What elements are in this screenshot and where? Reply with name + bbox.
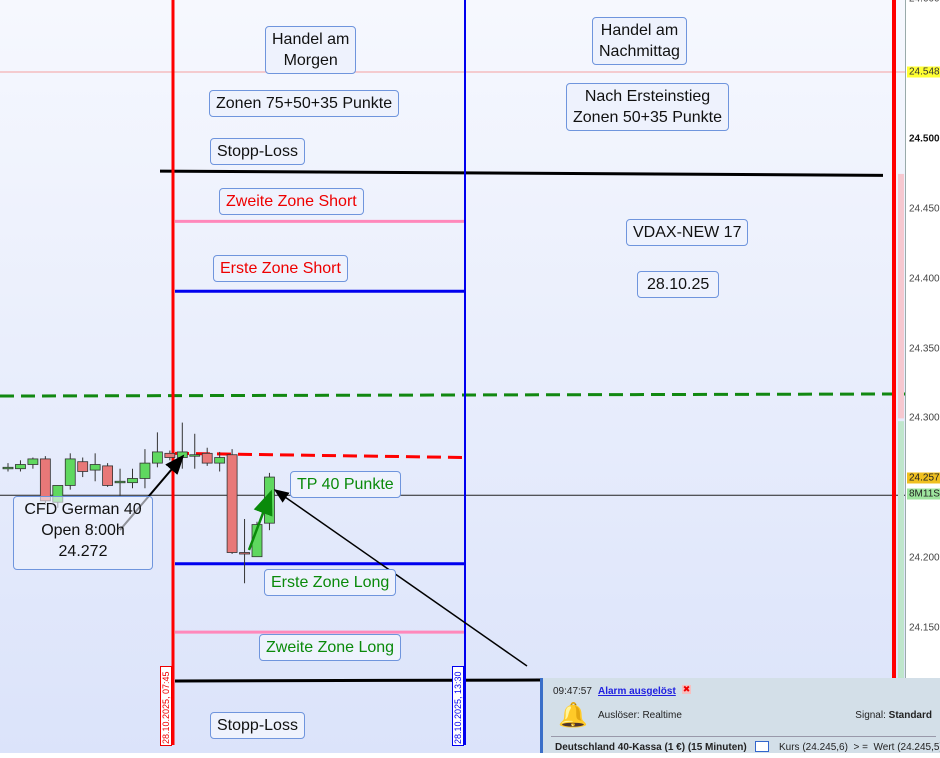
band-long (898, 421, 904, 680)
arrow-long-move (247, 489, 273, 551)
line-green-dashed (0, 392, 906, 398)
alarm-instrument: Deutschland 40-Kassa (1 €) (15 Minuten) (555, 742, 747, 753)
candle-down (77, 461, 89, 472)
alarm-popup: 09:47:57 Alarm ausgelöst ✖ 🔔 Auslöser: R… (540, 678, 940, 753)
label-open-info[interactable]: CFD German 40 Open 8:00h 24.272 (13, 496, 153, 570)
candle-down (226, 454, 238, 553)
label-date[interactable]: 28.10.25 (637, 271, 720, 298)
current-price-tag: 24.257, (907, 472, 940, 484)
alarm-trigger: Auslöser: Realtime (598, 710, 682, 721)
axis-tick: 24.600 (909, 0, 940, 5)
label-stopp-loss-top[interactable]: Stopp-Loss (210, 138, 305, 165)
candle-up (89, 464, 101, 471)
axis-tick: 24.450 (909, 203, 940, 215)
axis-tick: 24.400 (909, 273, 940, 285)
label-stopp-loss-bottom[interactable]: Stopp-Loss (210, 712, 305, 739)
candle-up (139, 462, 151, 479)
signal-label: Signal: (855, 710, 886, 721)
bell-icon: 🔔 (558, 702, 588, 729)
candle-timer-tag: 8M11S (907, 488, 940, 500)
axis-tick: 24.500 (909, 133, 940, 145)
candle-up (15, 464, 26, 470)
top-price-tag: 24.548, (907, 66, 940, 78)
label-vdax[interactable]: VDAX-NEW 17 (626, 219, 749, 246)
end-time-label: 28.10.2025, 13:30 (452, 666, 464, 746)
label-handel-nachmittag[interactable]: Handel am Nachmittag (592, 17, 687, 65)
axis-tick: 24.150 (909, 622, 940, 634)
chart-canvas (0, 0, 906, 745)
candle-up (189, 454, 201, 457)
candle-up (2, 466, 14, 470)
axis-tick: 24.300 (909, 412, 940, 424)
label-erste-zone-short[interactable]: Erste Zone Short (213, 255, 348, 282)
candle-up (127, 478, 138, 484)
line-stop-loss-lower (174, 678, 541, 683)
alarm-title-link[interactable]: Alarm ausgelöst (598, 686, 676, 697)
candle-up (214, 457, 226, 464)
close-icon[interactable]: ✖ (682, 684, 691, 694)
alarm-time: 09:47:57 (553, 686, 592, 697)
candle-down (201, 452, 213, 464)
price-axis[interactable]: 24.500 24.450 24.400 24.350 24.300 24.200 24.1… (905, 0, 940, 753)
line-open-dashed (174, 451, 466, 460)
candle-up (27, 458, 39, 465)
candle-up (114, 480, 126, 484)
candle-down (39, 458, 51, 502)
candle-up (64, 458, 76, 486)
label-zonen-nachmittag[interactable]: Nach Ersteinstieg Zonen 50+35 Punkte (566, 83, 730, 131)
candle-up (264, 476, 275, 524)
candle-down (239, 552, 250, 555)
label-tp[interactable]: TP 40 Punkte (290, 471, 401, 498)
arrow-tp (273, 489, 528, 667)
label-zweite-zone-short[interactable]: Zweite Zone Short (219, 188, 364, 215)
axis-tick: 24.350 (909, 343, 940, 355)
candle-down (164, 452, 176, 458)
chart-icon[interactable] (755, 741, 769, 752)
label-zonen-morgen[interactable]: Zonen 75+50+35 Punkte (209, 90, 400, 117)
axis-tick: 24.200 (909, 552, 940, 564)
candle-down (102, 465, 113, 486)
alarm-condition: Kurs (24.245,6) > = Wert (24.245,5) (779, 742, 940, 753)
label-zweite-zone-long[interactable]: Zweite Zone Long (259, 634, 402, 661)
chart-area[interactable]: Handel am Morgen Handel am Nachmittag Zo… (0, 0, 906, 753)
signal-value: Standard (888, 710, 932, 721)
label-erste-zone-long[interactable]: Erste Zone Long (264, 569, 397, 596)
label-handel-morgen[interactable]: Handel am Morgen (265, 26, 357, 74)
line-stop-loss-upper (159, 169, 884, 177)
candle-up (151, 451, 163, 464)
start-time-label: 28.10.2025, 07:45 (160, 666, 172, 746)
band-short (898, 173, 904, 419)
